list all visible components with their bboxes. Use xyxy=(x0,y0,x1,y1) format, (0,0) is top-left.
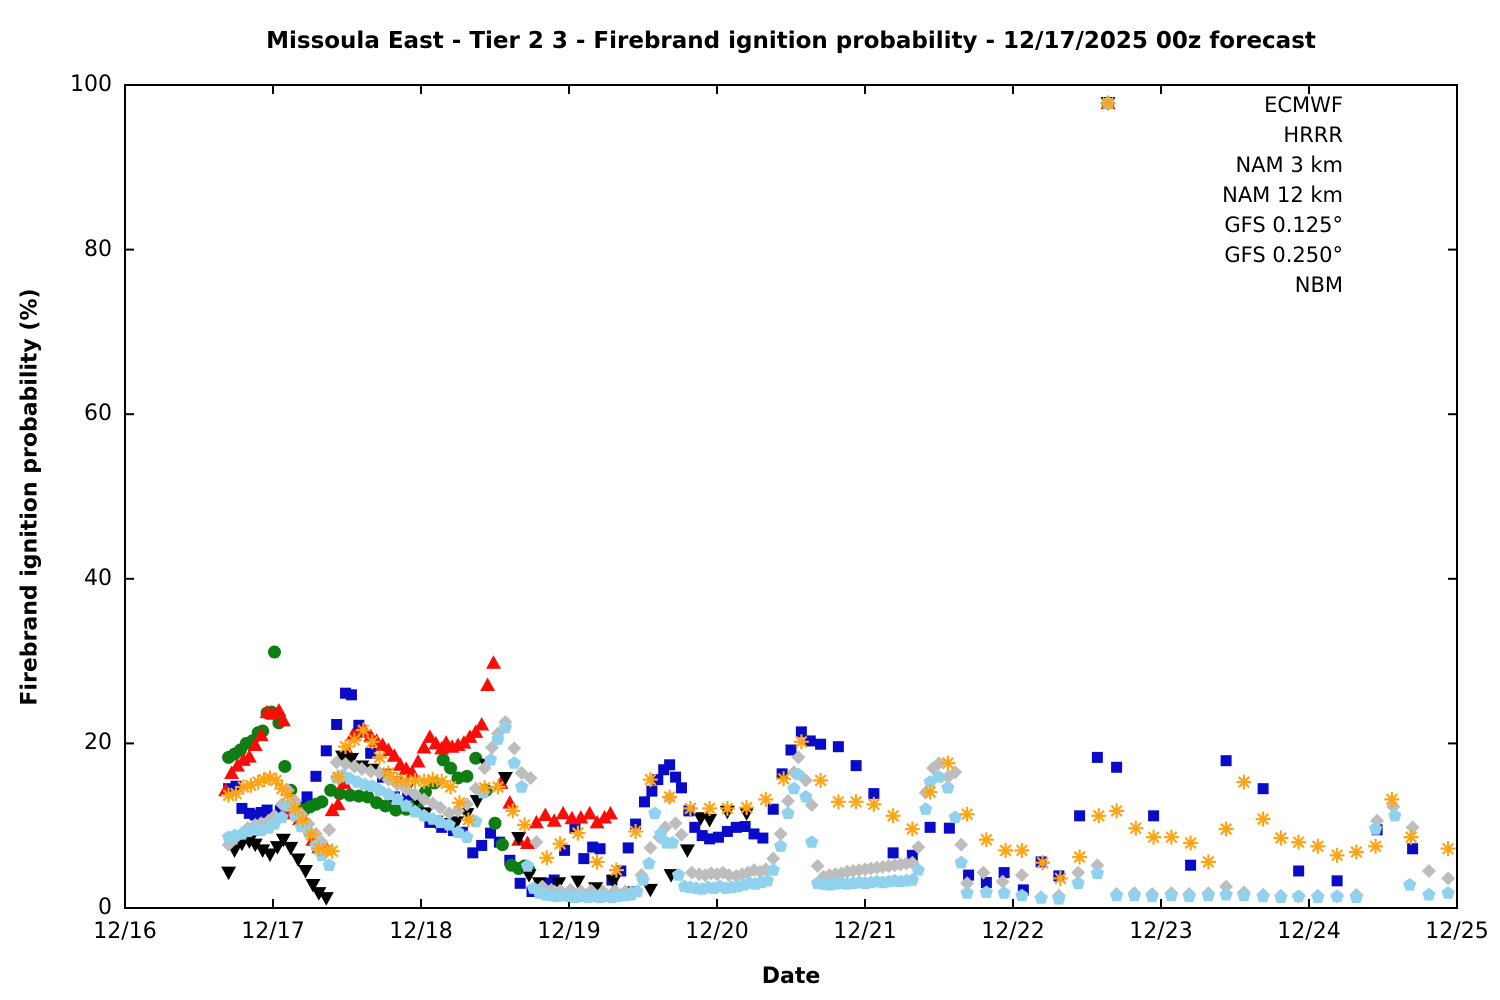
legend-item-nam-12-km: NAM 12 km xyxy=(1095,97,1395,210)
legend-label: ECMWF xyxy=(1264,93,1343,117)
legend-label: HRRR xyxy=(1283,123,1343,147)
x-tick-label: 12/22 xyxy=(981,919,1045,944)
legend-label: NAM 3 km xyxy=(1235,153,1343,177)
legend-item-ecmwf: ECMWF xyxy=(1095,90,1395,120)
x-tick-label: 12/18 xyxy=(389,919,453,944)
x-tick-label: 12/23 xyxy=(1129,919,1193,944)
legend-item-hrrr: HRRR xyxy=(1095,96,1395,150)
y-tick-label: 40 xyxy=(84,565,112,591)
series-points-nbm xyxy=(221,722,1456,886)
x-tick-label: 12/25 xyxy=(1425,919,1489,944)
legend-label: GFS 0.250° xyxy=(1224,243,1343,267)
legend-label: GFS 0.125° xyxy=(1224,213,1343,237)
chart-title: Missoula East - Tier 2 3 - Firebrand ign… xyxy=(266,28,1316,54)
y-tick-label: 0 xyxy=(98,895,112,920)
x-tick-label: 12/17 xyxy=(241,919,305,944)
y-tick-label: 100 xyxy=(70,72,112,97)
x-tick-label: 12/24 xyxy=(1277,919,1341,944)
legend-item-gfs-0-250-: GFS 0.250° xyxy=(1095,96,1395,270)
x-tick-label: 12/21 xyxy=(833,919,897,944)
y-axis-label: Firebrand ignition probability (%) xyxy=(17,288,43,706)
x-tick-label: 12/19 xyxy=(537,919,601,944)
legend-item-nam-3-km: NAM 3 km xyxy=(1095,95,1395,180)
x-tick-label: 12/16 xyxy=(93,919,157,944)
legend: ECMWF HRRR NAM 3 km NAM 12 km GFS 0.125° GFS … xyxy=(1095,90,1395,300)
x-tick-label: 12/20 xyxy=(685,919,749,944)
series-points-gfs-0-250- xyxy=(221,720,1455,905)
y-tick-label: 60 xyxy=(84,401,112,427)
y-tick-label: 20 xyxy=(84,730,112,756)
y-tick-label: 80 xyxy=(84,236,112,262)
legend-label: NAM 12 km xyxy=(1222,183,1343,207)
legend-item-nbm: NBM xyxy=(1095,95,1395,300)
legend-label: NBM xyxy=(1294,273,1343,297)
legend-item-gfs-0-125-: GFS 0.125° xyxy=(1095,96,1395,240)
x-axis-label: Date xyxy=(761,964,821,989)
